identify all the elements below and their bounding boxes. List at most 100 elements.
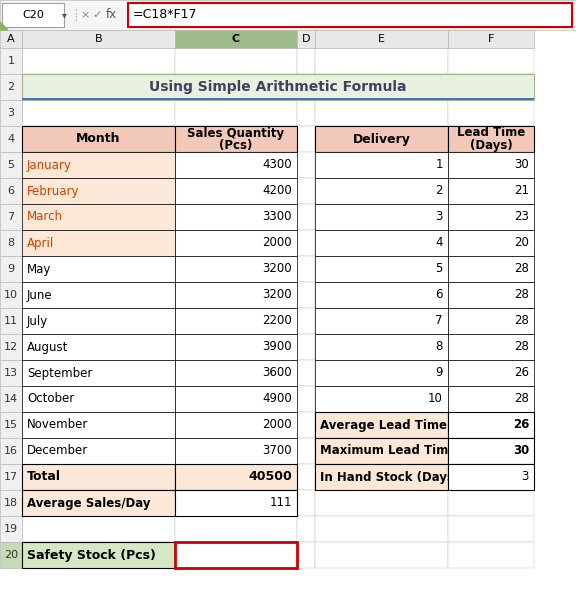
Bar [297,360,315,386]
Bar [448,256,534,282]
Bar [0,230,22,256]
Bar [22,412,175,438]
Bar [448,308,534,334]
Text: 30: 30 [513,445,529,458]
Text: Average Sales/Day: Average Sales/Day [27,496,150,509]
Bar [315,438,448,464]
Bar [315,334,448,360]
Bar [315,178,448,204]
Bar [448,100,534,126]
Bar [315,100,448,126]
Text: October: October [27,392,74,405]
Text: E: E [378,34,385,44]
Bar [448,152,534,178]
Bar [22,516,175,542]
Bar [448,542,534,568]
Text: 3600: 3600 [263,367,292,379]
Bar [315,48,448,74]
Bar [175,230,297,256]
Text: 28: 28 [514,315,529,328]
Bar [0,100,22,126]
Bar [297,334,315,360]
Text: 9: 9 [435,367,443,379]
Text: Using Simple Arithmetic Formula: Using Simple Arithmetic Formula [149,80,407,94]
Bar [297,256,315,282]
Text: Total: Total [27,471,61,484]
Bar [297,282,315,308]
Bar [315,256,448,282]
Bar [22,152,175,178]
Text: 26: 26 [514,367,529,379]
Bar [448,438,534,464]
Bar [315,152,448,178]
Bar [22,334,175,360]
Bar [175,334,297,360]
Text: 2000: 2000 [263,237,292,249]
Bar [175,100,297,126]
Text: March: March [27,211,63,224]
Text: 3300: 3300 [263,211,292,224]
Bar [175,282,297,308]
Text: 3: 3 [7,108,14,118]
Text: 11: 11 [4,316,18,326]
Text: In Hand Stock (Days): In Hand Stock (Days) [320,471,460,484]
Bar [315,30,448,48]
Text: 20: 20 [514,237,529,249]
Bar [297,230,315,256]
Text: Lead Time: Lead Time [457,126,525,139]
Bar [22,126,175,152]
Bar [0,490,22,516]
Text: 2: 2 [7,82,14,92]
Text: 2200: 2200 [262,315,292,328]
Bar [448,30,534,48]
Text: 19: 19 [4,524,18,534]
Bar [175,152,297,178]
Bar [175,152,297,178]
Bar [175,126,297,152]
Bar [22,464,175,490]
Text: 6: 6 [435,288,443,301]
Bar [315,386,448,412]
Bar [315,464,448,490]
Bar [315,230,448,256]
Text: 23: 23 [514,211,529,224]
Bar [22,74,175,100]
Bar [22,256,175,282]
Bar [22,48,175,74]
Text: =C18*F17: =C18*F17 [133,9,198,22]
Text: 28: 28 [514,341,529,354]
Bar [297,516,315,542]
Bar [315,204,448,230]
Text: Average Lead Time: Average Lead Time [320,418,447,431]
Bar [22,230,175,256]
Bar [448,334,534,360]
Bar [175,204,297,230]
Bar [175,256,297,282]
Bar [448,282,534,308]
Bar [297,178,315,204]
Bar [22,490,175,516]
Text: 7: 7 [435,315,443,328]
Bar [315,412,448,438]
Bar [297,74,315,100]
Text: 14: 14 [4,394,18,404]
Bar [175,438,297,464]
Text: 28: 28 [514,288,529,301]
Text: 5: 5 [435,262,443,275]
Bar [297,412,315,438]
Bar [0,0,576,30]
Text: 3700: 3700 [263,445,292,458]
Bar [175,490,297,516]
Bar [315,256,448,282]
Bar [315,152,448,178]
Text: 333: 333 [268,548,292,562]
Bar [22,230,175,256]
Bar [175,282,297,308]
Bar [175,360,297,386]
Text: April: April [27,237,54,249]
Bar [175,256,297,282]
Text: B: B [94,34,103,44]
Bar [175,438,297,464]
Bar [297,308,315,334]
Bar [315,308,448,334]
